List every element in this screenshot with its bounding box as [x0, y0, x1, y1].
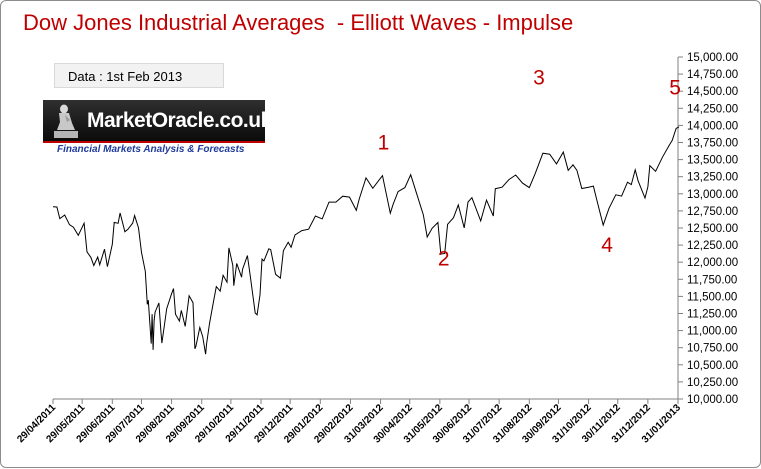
thinker-statue-icon: [54, 104, 78, 138]
x-axis-ticks: 29/04/201129/05/201129/06/201129/07/2011…: [15, 399, 683, 446]
logo-divider: [43, 141, 265, 143]
wave-label-4: 4: [601, 234, 613, 257]
wave-label-2: 2: [438, 248, 450, 271]
y-tick-label: 12,500.00: [687, 223, 738, 235]
marketoracle-logo: MarketOracle.co.uk Financial Markets Ana…: [43, 100, 272, 156]
wave-label-5: 5: [669, 77, 681, 100]
logo-banner: MarketOracle.co.uk: [43, 100, 272, 142]
y-tick-label: 10,750.00: [687, 343, 738, 355]
y-tick-label: 15,000.00: [687, 52, 738, 64]
dow-jones-line: [52, 126, 680, 355]
y-tick-label: 14,750.00: [687, 69, 738, 81]
y-tick-label: 10,500.00: [687, 360, 738, 372]
wave-label-3: 3: [533, 66, 545, 89]
chart-axes: [53, 57, 679, 400]
wave-labels: 1 2 3 4 5: [378, 66, 681, 270]
y-tick-label: 11,500.00: [687, 291, 737, 303]
y-tick-label: 13,750.00: [687, 138, 738, 150]
y-tick-label: 12,250.00: [687, 240, 738, 252]
y-tick-label: 10,250.00: [687, 377, 738, 389]
y-tick-label: 13,000.00: [687, 189, 738, 201]
y-tick-label: 14,250.00: [687, 103, 738, 115]
y-tick-label: 12,750.00: [687, 206, 738, 218]
y-tick-label: 13,250.00: [687, 172, 738, 184]
y-tick-label: 11,250.00: [687, 309, 737, 321]
logo-tagline: Financial Markets Analysis & Forecasts: [43, 143, 265, 156]
logo-wordmark: MarketOracle.co.uk: [87, 109, 272, 132]
data-date-annotation: Data : 1st Feb 2013: [54, 63, 224, 88]
y-tick-label: 14,500.00: [687, 86, 738, 98]
y-tick-label: 12,000.00: [687, 257, 738, 269]
series-layer: [52, 126, 680, 355]
y-tick-label: 13,500.00: [687, 155, 738, 167]
y-axis-ticks: 15,000.00 14,750.00 14,500.00 14,250.00 14,0…: [678, 52, 738, 406]
y-tick-label: 11,000.00: [687, 326, 737, 338]
y-tick-label: 14,000.00: [687, 120, 738, 132]
chart-title: Dow Jones Industrial Averages - Elliott …: [23, 10, 574, 35]
wave-label-1: 1: [378, 131, 390, 154]
y-tick-label: 11,750.00: [687, 274, 737, 286]
y-tick-label: 10,000.00: [687, 394, 738, 406]
